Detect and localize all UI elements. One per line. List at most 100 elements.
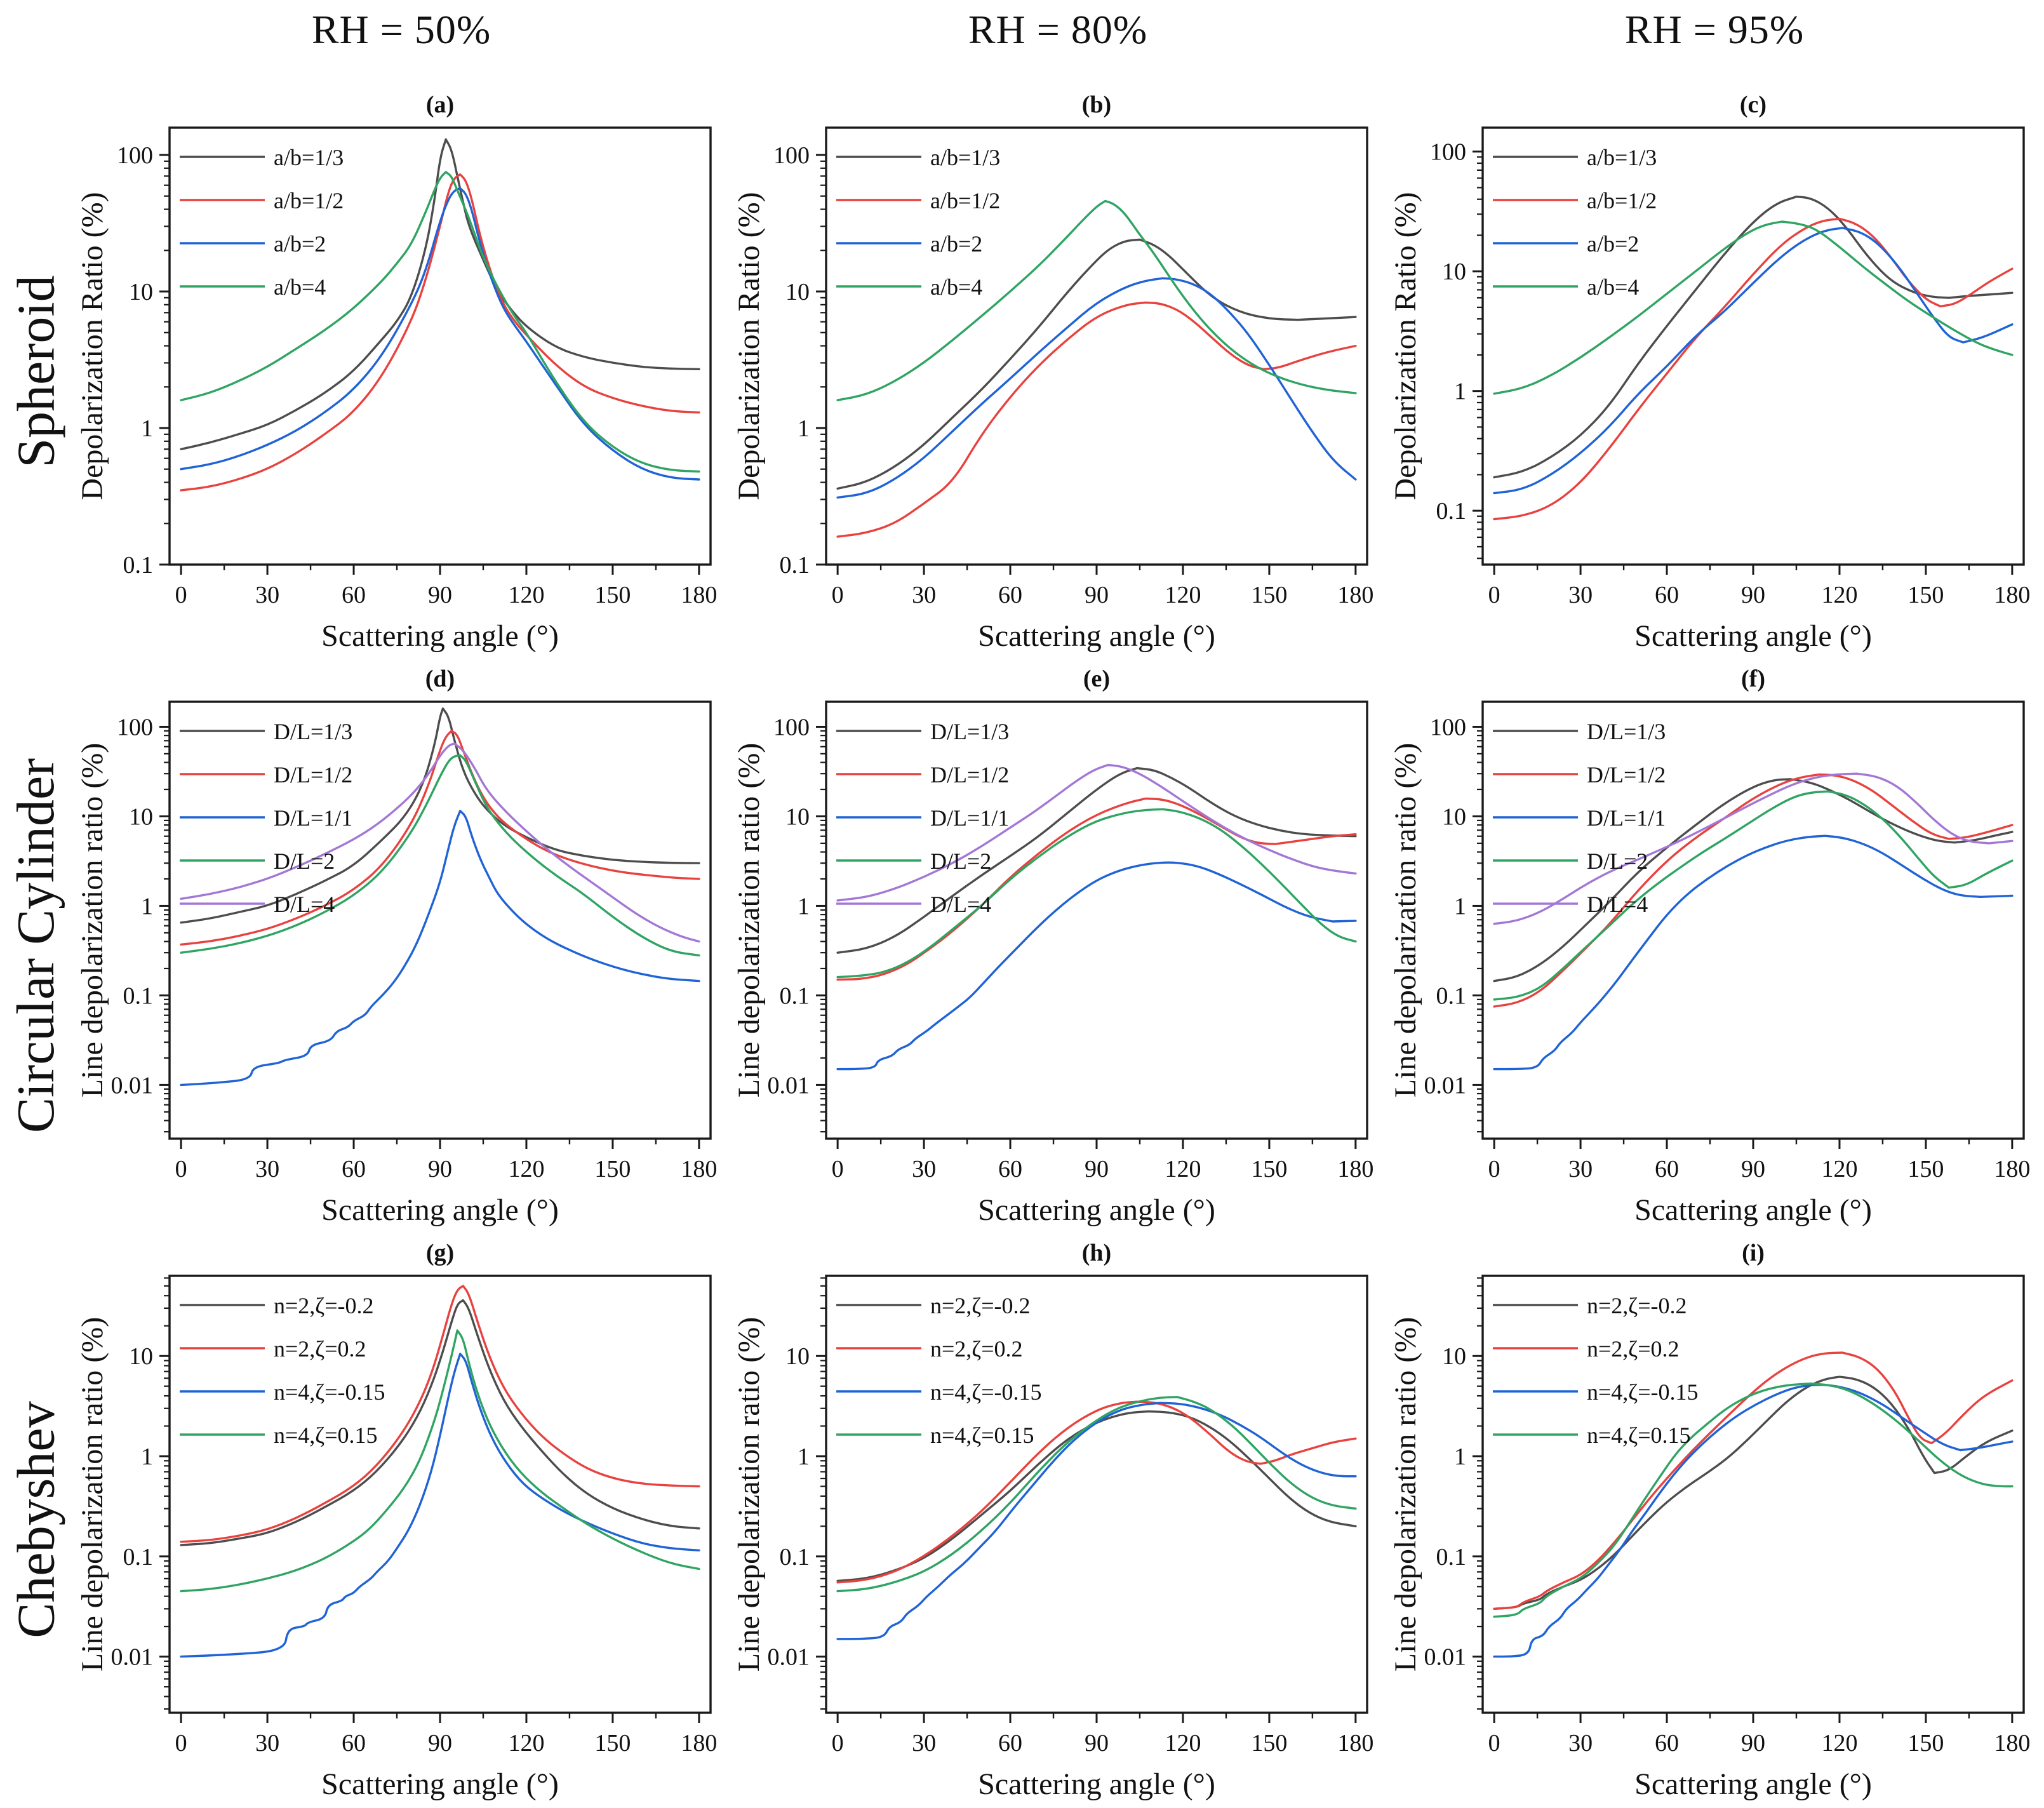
series-line: [1493, 1383, 2014, 1618]
y-axis-title: Line depolarization ratio (%): [1389, 1317, 1422, 1671]
chart-svg: (f) 0 30 60 90 120 150 180 100 10 1 0.1 0.01 Scatteri…: [1389, 666, 2030, 1227]
legend: D/L=1/3 D/L=1/2 D/L=1/1 D/L=2 D/L=4: [836, 719, 1009, 917]
y-axis-title: Line depolarization ratio (%): [732, 743, 766, 1097]
x-tick-label: 180: [1337, 1156, 1373, 1182]
y-tick-label: 0.1: [1436, 1544, 1467, 1570]
x-tick-label: 120: [1165, 582, 1201, 608]
y-tick-label: 0.1: [1436, 982, 1467, 1009]
x-tick-label: 120: [1821, 1156, 1857, 1182]
panel-label: (h): [1082, 1240, 1111, 1266]
x-tick-label: 30: [1568, 1156, 1593, 1182]
legend-item-label: D/L=1/1: [930, 805, 1009, 831]
y-tick-label: 100: [1430, 714, 1466, 740]
series-line: [180, 730, 700, 946]
panel-label: (i): [1742, 1240, 1765, 1266]
series-line: [180, 1353, 700, 1658]
legend-item-label: a/b=2: [274, 231, 326, 257]
x-tick-label: 120: [1165, 1156, 1201, 1182]
legend-item-label: D/L=1/2: [930, 762, 1009, 787]
x-tick-label: 180: [1337, 582, 1373, 608]
legend-item-label: a/b=4: [274, 274, 326, 300]
series-line: [836, 1400, 1357, 1584]
legend-item-label: a/b=1/3: [930, 145, 1000, 170]
chart-panel-e: (e) 0 30 60 90 120 150 180 100 10 1 0.1 0.01 Scatteri…: [730, 659, 1386, 1233]
y-tick-label: 1: [1454, 893, 1466, 920]
legend: a/b=1/3 a/b=1/2 a/b=2 a/b=4: [836, 145, 1000, 300]
series-line: [836, 767, 1357, 954]
y-tick-label: 0.01: [1424, 1072, 1467, 1099]
legend: D/L=1/3 D/L=1/2 D/L=1/1 D/L=2 D/L=4: [180, 719, 352, 917]
panel-label: (f): [1741, 666, 1765, 692]
legend: D/L=1/3 D/L=1/2 D/L=1/1 D/L=2 D/L=4: [1493, 719, 1666, 917]
x-tick-label: 30: [255, 1156, 279, 1182]
y-tick-label: 0.1: [123, 1544, 154, 1570]
panel-label: (c): [1740, 91, 1767, 118]
x-tick-label: 30: [1568, 1730, 1593, 1757]
series-line: [1493, 834, 2014, 1071]
x-tick-label: 0: [175, 582, 187, 608]
series-group: [180, 138, 700, 492]
x-axis-title: Scattering angle (°): [1634, 1193, 1872, 1227]
x-tick-label: 60: [1655, 1730, 1679, 1757]
row-label-cell-spheroid: Spheroid: [0, 84, 73, 659]
x-tick-label: 120: [508, 582, 544, 608]
series-line: [1493, 1376, 2014, 1610]
x-axis-title: Scattering angle (°): [321, 1193, 559, 1227]
series-line: [836, 238, 1357, 490]
x-tick-label: 180: [681, 1730, 717, 1757]
panel-label: (a): [426, 91, 454, 118]
x-tick-label: 60: [1655, 582, 1679, 608]
row-label-cell-chebyshev: Chebyshev: [0, 1233, 73, 1807]
series-line: [180, 1285, 700, 1543]
x-tick-label: 0: [175, 1156, 187, 1182]
x-tick-label: 0: [832, 1156, 844, 1182]
x-tick-label: 30: [912, 1730, 936, 1757]
series-line: [836, 1402, 1357, 1640]
legend-item-label: a/b=4: [930, 274, 982, 300]
y-tick-label: 0.1: [123, 982, 154, 1009]
x-tick-label: 30: [255, 1730, 279, 1757]
legend-item-label: n=2,ζ=-0.2: [930, 1293, 1031, 1318]
x-tick-label: 90: [428, 1156, 452, 1182]
x-tick-label: 90: [1741, 1156, 1765, 1182]
chart-panel-i: (i) 0 30 60 90 120 150 180 10 1 0.1 0.01 Scattering …: [1386, 1233, 2043, 1807]
series-line: [1493, 217, 2014, 521]
x-axis-title: Scattering angle (°): [978, 619, 1215, 653]
series-line: [836, 301, 1357, 538]
series-line: [1493, 1351, 2014, 1610]
x-tick-label: 30: [255, 582, 279, 608]
y-tick-label: 0.1: [1436, 498, 1467, 525]
y-tick-label: 1: [141, 893, 153, 920]
x-tick-label: 30: [1568, 582, 1593, 608]
series-line: [836, 763, 1357, 902]
x-tick-label: 90: [1085, 582, 1109, 608]
row-label-spheroid: Spheroid: [6, 275, 66, 468]
x-tick-label: 150: [594, 1730, 631, 1757]
x-tick-label: 120: [1821, 582, 1857, 608]
series-line: [180, 707, 700, 924]
column-header-rh-95: RH = 95%: [1624, 7, 1805, 52]
legend-item-label: D/L=1/3: [930, 719, 1009, 744]
chart-panel-b: (b) 0 30 60 90 120 150 180 100 10 1 0.1 Scattering a…: [730, 84, 1386, 659]
legend: n=2,ζ=-0.2 n=2,ζ=0.2 n=4,ζ=-0.15 n=4,ζ=0.15: [180, 1293, 385, 1448]
x-tick-label: 30: [912, 1156, 936, 1182]
legend-item-label: a/b=4: [1587, 274, 1639, 300]
axes-box: [1481, 1275, 2025, 1714]
axes-box: [825, 700, 1368, 1140]
y-tick-label: 1: [798, 415, 810, 442]
legend-item-label: a/b=1/3: [1587, 145, 1657, 170]
x-tick-label: 0: [832, 582, 844, 608]
legend-item-label: n=2,ζ=0.2: [930, 1336, 1023, 1362]
x-tick-label: 150: [1907, 1156, 1944, 1182]
y-tick-label: 10: [129, 1343, 153, 1370]
axes-box: [1481, 700, 2025, 1140]
legend-item-label: D/L=2: [930, 848, 991, 874]
panel-label: (d): [425, 666, 455, 692]
y-tick-label: 100: [773, 714, 810, 740]
y-tick-label: 1: [1454, 378, 1466, 405]
series-line: [1493, 220, 2014, 395]
legend-item-label: D/L=1/1: [274, 805, 352, 831]
legend-item-label: n=2,ζ=-0.2: [274, 1293, 374, 1318]
legend: n=2,ζ=-0.2 n=2,ζ=0.2 n=4,ζ=-0.15 n=4,ζ=0.15: [836, 1293, 1042, 1448]
y-tick-label: 1: [1454, 1443, 1466, 1470]
